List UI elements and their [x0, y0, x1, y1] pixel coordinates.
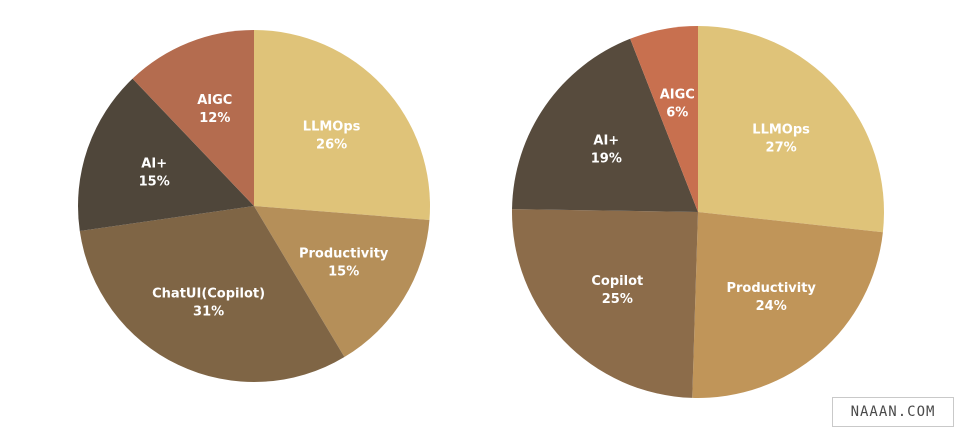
slice-label-productivity: Productivity — [299, 247, 389, 262]
slice-value-ai-plus: 15% — [139, 175, 170, 190]
slice-label-aigc: AIGC — [197, 93, 232, 108]
slice-value-chatui-copilot: 31% — [193, 304, 224, 319]
slice-value-llmops: 27% — [766, 141, 797, 156]
slice-label-aigc: AIGC — [660, 87, 695, 102]
pie-slice-productivity — [254, 206, 430, 358]
slice-label-copilot: Copilot — [591, 274, 643, 289]
pie-slice-aigc — [132, 30, 254, 206]
slice-value-aigc: 6% — [666, 105, 688, 120]
slice-label-chatui-copilot: ChatUI(Copilot) — [152, 286, 265, 301]
slice-label-llmops: LLMOps — [752, 123, 810, 138]
watermark-badge: NAAAN.COM — [832, 397, 954, 427]
slice-label-productivity: Productivity — [726, 281, 816, 296]
slice-value-aigc: 12% — [199, 111, 230, 126]
slice-label-llmops: LLMOps — [303, 119, 361, 134]
pie-slice-ai-plus — [77, 78, 254, 232]
slice-value-ai-plus: 19% — [591, 151, 622, 166]
slice-value-copilot: 25% — [602, 292, 633, 307]
slice-label-ai-plus: AI+ — [593, 133, 619, 148]
pie-slice-copilot — [511, 209, 698, 398]
pie-slice-ai-plus — [512, 38, 698, 213]
pie-slice-aigc — [630, 26, 698, 212]
slice-value-productivity: 24% — [756, 299, 787, 314]
slice-value-llmops: 26% — [316, 137, 347, 152]
slice-label-ai-plus: AI+ — [141, 157, 167, 172]
pie-slice-chatui-copilot — [79, 206, 345, 383]
slice-value-productivity: 15% — [328, 265, 359, 280]
pie-slice-productivity — [692, 212, 883, 398]
watermark-text: NAAAN.COM — [850, 404, 936, 420]
pie-slice-llmops — [254, 30, 431, 220]
pie-slice-llmops — [698, 26, 885, 233]
pie-chart-right: LLMOps 27% Productivity 24% Copilot 25% AI+ 19%… — [511, 26, 885, 398]
pie-chart-left: LLMOps 26% Productivity 15% ChatUI(Copilot) 3… — [77, 30, 431, 383]
